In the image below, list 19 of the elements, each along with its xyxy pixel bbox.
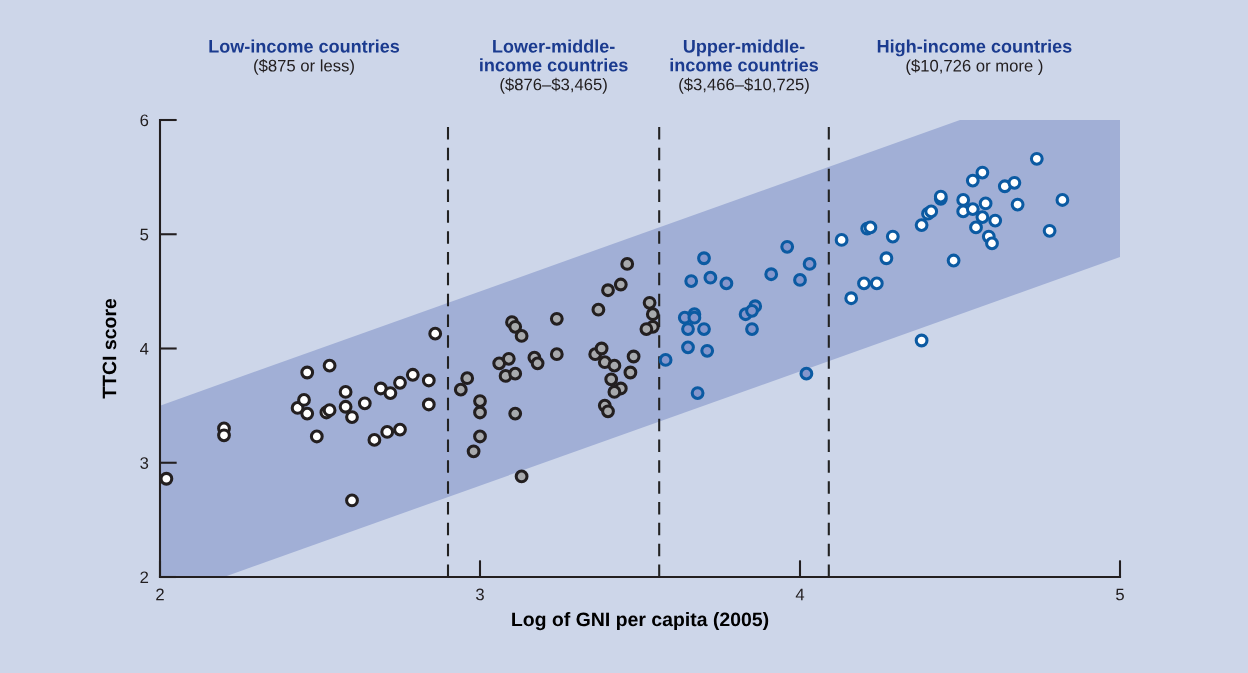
- x-tick-label: 4: [795, 588, 805, 601]
- y-tick-label: 5: [140, 228, 149, 241]
- x-tick-label: 2: [156, 588, 164, 601]
- text: Low-income countries: [209, 39, 400, 53]
- y-tick-label: 4: [140, 343, 149, 355]
- x-tick-label: 5: [1116, 588, 1124, 601]
- text: ($876–$3,465): [500, 77, 607, 94]
- text: Upper-middle- income countries: [670, 39, 819, 72]
- text: ($3,466–$10,725): [679, 77, 809, 94]
- y-tick-label: 2: [140, 571, 149, 584]
- y-tick-label: 3: [140, 457, 149, 469]
- x-tick-label: 3: [476, 588, 484, 601]
- text: ($875 or less): [254, 59, 354, 75]
- text: High-income countries: [877, 39, 1072, 57]
- x-axis-title: Log of GNI per capita (2005): [512, 611, 769, 631]
- text: Lower-middle- income countries: [480, 39, 628, 72]
- y-tick-label: 6: [140, 114, 149, 127]
- text: ($10,726 or more ): [906, 59, 1043, 75]
- y-axis-title: TTCI score: [102, 298, 117, 399]
